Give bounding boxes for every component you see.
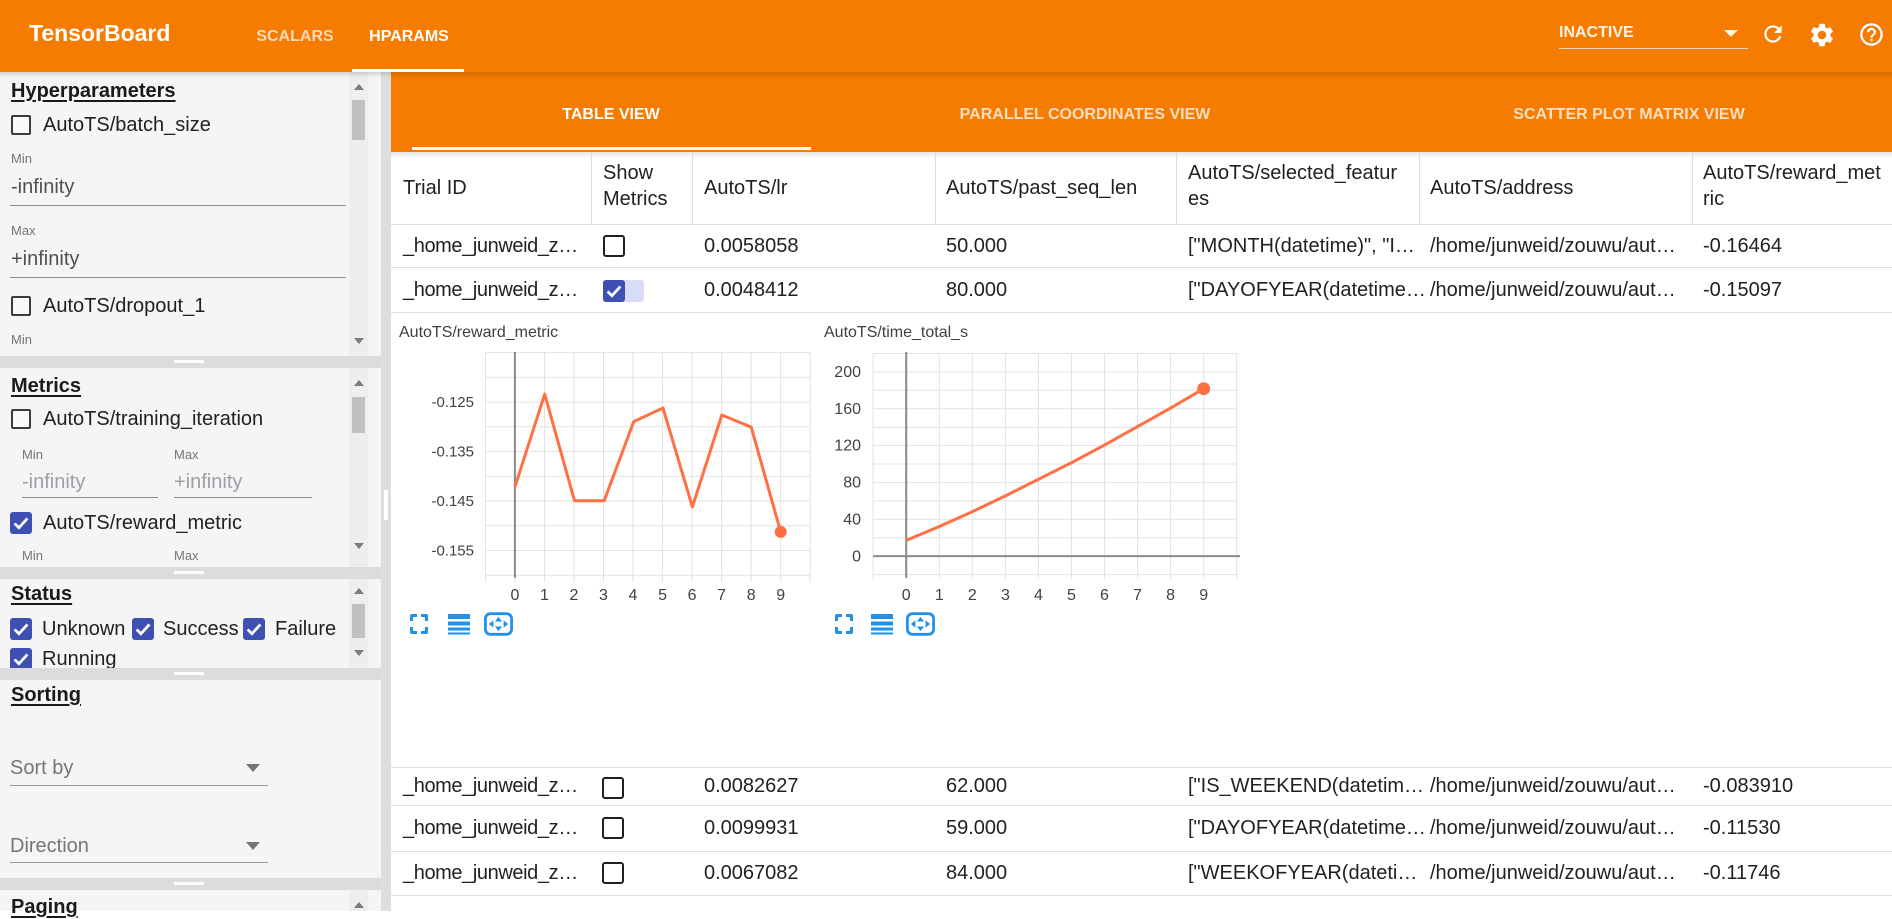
- svg-text:2: 2: [968, 587, 977, 604]
- svg-text:-0.155: -0.155: [431, 543, 474, 560]
- svg-text:4: 4: [1034, 587, 1043, 604]
- svg-text:0: 0: [510, 587, 519, 604]
- svg-text:120: 120: [834, 438, 861, 455]
- svg-text:200: 200: [834, 364, 861, 381]
- svg-text:3: 3: [599, 587, 608, 604]
- svg-text:-0.125: -0.125: [431, 394, 474, 411]
- svg-text:0: 0: [852, 548, 861, 565]
- svg-text:160: 160: [834, 401, 861, 418]
- svg-text:5: 5: [1067, 587, 1076, 604]
- svg-text:40: 40: [843, 511, 861, 528]
- svg-text:1: 1: [540, 587, 549, 604]
- svg-text:7: 7: [717, 587, 726, 604]
- svg-text:6: 6: [688, 587, 697, 604]
- svg-text:5: 5: [658, 587, 667, 604]
- svg-text:1: 1: [935, 587, 944, 604]
- svg-text:9: 9: [1199, 587, 1208, 604]
- svg-text:8: 8: [1166, 587, 1175, 604]
- svg-text:6: 6: [1100, 587, 1109, 604]
- svg-text:80: 80: [843, 475, 861, 492]
- svg-text:8: 8: [747, 587, 756, 604]
- svg-text:4: 4: [629, 587, 638, 604]
- svg-text:7: 7: [1133, 587, 1142, 604]
- svg-text:-0.145: -0.145: [431, 493, 474, 510]
- svg-text:3: 3: [1001, 587, 1010, 604]
- svg-text:-0.135: -0.135: [431, 444, 474, 461]
- svg-text:0: 0: [902, 587, 911, 604]
- svg-text:2: 2: [570, 587, 579, 604]
- svg-text:9: 9: [776, 587, 785, 604]
